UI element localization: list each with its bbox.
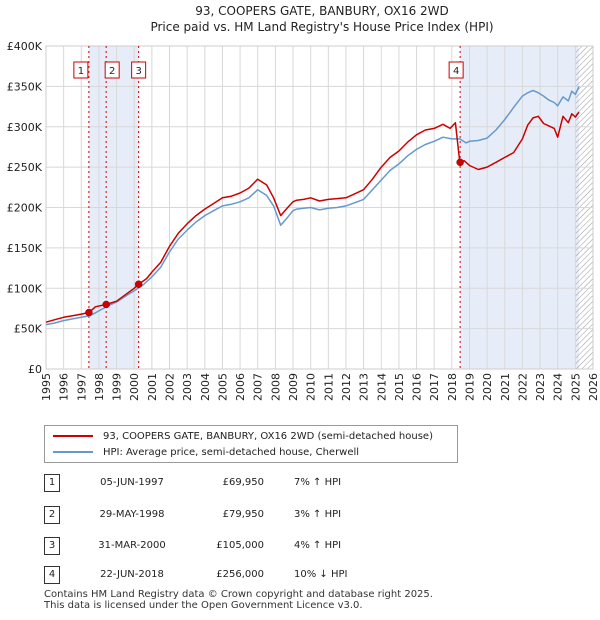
x-tick-label: 1997 (75, 373, 88, 401)
transaction-label: 1 (78, 66, 84, 77)
transaction-label-box (104, 61, 120, 79)
transaction-point (456, 158, 464, 167)
transaction-label-box (73, 61, 89, 79)
table-row: 4 22-JUN-2018 £256,000 10% ↓ HPI (44, 566, 424, 586)
price-paid-line (45, 111, 580, 323)
transaction-label: 2 (109, 66, 115, 77)
x-tick-label: 2020 (481, 373, 494, 401)
x-tick-label: 2010 (305, 373, 318, 401)
legend: 93, COOPERS GATE, BANBURY, OX16 2WD (sem… (44, 425, 458, 463)
chart-title: 93, COOPERS GATE, BANBURY, OX16 2WD (195, 4, 449, 18)
row-number-badge: 4 (44, 566, 60, 584)
row-number-badge: 3 (44, 537, 60, 555)
x-tick-label: 2018 (446, 373, 459, 401)
hpi-line (45, 86, 580, 326)
y-tick-label: £0 (28, 363, 42, 376)
x-tick-label: 2006 (234, 373, 247, 401)
y-tick-label: £50K (14, 323, 43, 336)
row-date: 31-MAR-2000 (98, 540, 166, 551)
x-tick-label: 1996 (58, 373, 71, 401)
x-tick-label: 1999 (111, 373, 124, 401)
row-number-badge: 1 (44, 474, 60, 492)
y-tick-label: £200K (7, 202, 43, 215)
plot-frame (45, 45, 594, 370)
x-tick-label: 2003 (181, 373, 194, 401)
table-row: 2 29-MAY-1998 £79,950 3% ↑ HPI (44, 506, 424, 526)
x-tick-label: 2017 (428, 373, 441, 401)
footer-line-2: This data is licensed under the Open Gov… (44, 600, 363, 611)
x-tick-label: 2005 (216, 373, 229, 401)
footer-line-1: Contains HM Land Registry data © Crown c… (44, 589, 433, 600)
x-tick-label: 2008 (269, 373, 282, 401)
x-tick-label: 2025 (569, 373, 582, 401)
x-tick-label: 2013 (358, 373, 371, 401)
x-tick-label: 2007 (252, 373, 265, 401)
x-tick-label: 2009 (287, 373, 300, 401)
row-date: 05-JUN-1997 (100, 477, 164, 488)
row-date: 22-JUN-2018 (100, 569, 164, 580)
row-hpi: 10% ↓ HPI (294, 569, 348, 580)
y-tick-label: £300K (7, 121, 43, 134)
transaction-label: 3 (135, 66, 141, 77)
y-tick-label: £350K (7, 80, 43, 93)
table-row: 3 31-MAR-2000 £105,000 4% ↑ HPI (44, 537, 424, 557)
transaction-point (102, 300, 110, 309)
row-hpi: 3% ↑ HPI (294, 509, 342, 520)
row-date: 29-MAY-1998 (99, 509, 165, 520)
transaction-point (134, 280, 143, 288)
footer-attribution: Contains HM Land Registry data © Crown c… (44, 589, 433, 611)
price-chart: 93, COOPERS GATE, BANBURY, OX16 2WD Pric… (7, 4, 600, 401)
row-number-badge: 2 (44, 506, 60, 524)
row-hpi: 7% ↑ HPI (294, 477, 342, 488)
x-tick-label: 2019 (463, 373, 476, 401)
row-price: £79,950 (222, 509, 264, 520)
legend-swatch-red (53, 435, 93, 437)
x-tick-label: 2022 (516, 373, 529, 401)
x-tick-label: 2023 (534, 373, 547, 401)
x-tick-label: 2015 (393, 373, 406, 401)
x-tick-label: 2016 (411, 373, 424, 401)
x-tick-label: 2001 (146, 373, 159, 401)
x-tick-label: 2002 (164, 373, 177, 401)
y-tick-label: £250K (7, 161, 43, 174)
y-tick-label: £400K (7, 40, 43, 53)
x-tick-label: 1998 (93, 373, 106, 401)
legend-label-hpi: HPI: Average price, semi-detached house,… (103, 446, 360, 458)
x-tick-label: 2021 (499, 373, 512, 401)
x-tick-label: 2011 (322, 373, 335, 401)
x-tick-label: 2004 (199, 373, 212, 401)
x-tick-label: 2000 (128, 373, 141, 401)
x-tick-label: 2026 (587, 373, 600, 401)
transaction-point (85, 308, 93, 317)
x-tick-label: 2012 (340, 373, 353, 401)
legend-item-property: 93, COOPERS GATE, BANBURY, OX16 2WD (sem… (53, 428, 433, 444)
table-row: 1 05-JUN-1997 £69,950 7% ↑ HPI (44, 474, 424, 494)
y-tick-label: £100K (7, 282, 43, 295)
row-price: £69,950 (222, 477, 264, 488)
chart-subtitle: Price paid vs. HM Land Registry's House … (150, 20, 493, 34)
row-hpi: 4% ↑ HPI (294, 540, 342, 551)
legend-item-hpi: HPI: Average price, semi-detached house,… (53, 444, 359, 460)
row-price: £105,000 (216, 540, 264, 551)
transaction-label-box (448, 61, 464, 79)
y-tick-label: £150K (7, 242, 43, 255)
x-tick-label: 2014 (375, 373, 388, 401)
transaction-label: 4 (453, 66, 459, 77)
x-tick-label: 1995 (40, 373, 53, 401)
x-tick-label: 2024 (552, 373, 565, 401)
row-price: £256,000 (216, 569, 264, 580)
transaction-label-box (131, 61, 147, 79)
legend-label-property: 93, COOPERS GATE, BANBURY, OX16 2WD (sem… (103, 430, 433, 442)
legend-swatch-blue (53, 451, 93, 453)
